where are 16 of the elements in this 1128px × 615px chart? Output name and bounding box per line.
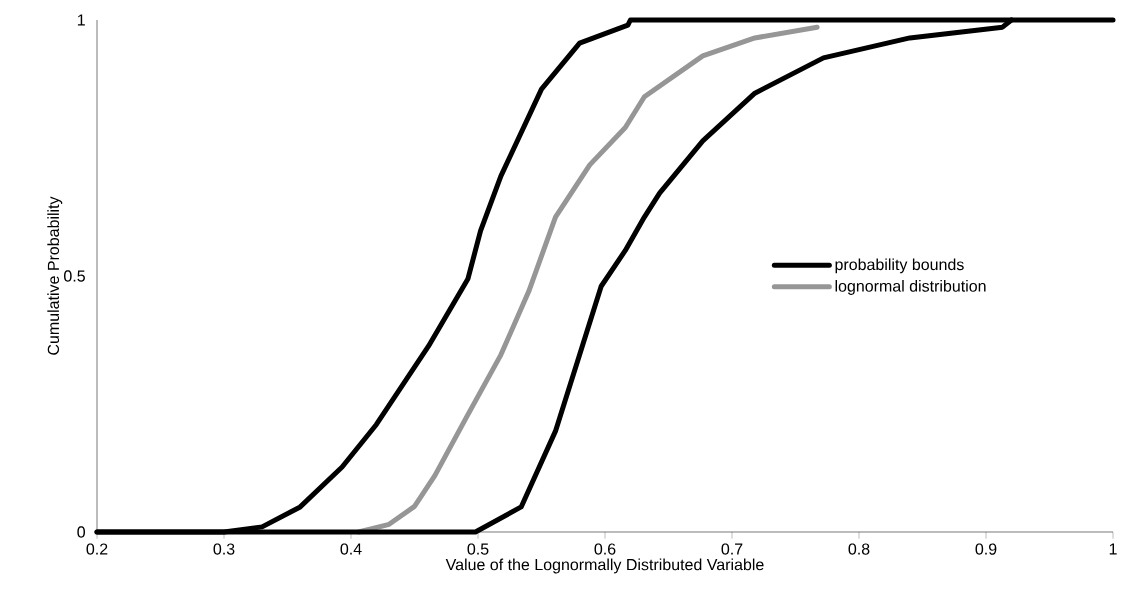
x-tick-label: 0.5: [467, 543, 489, 555]
x-tick-label: 0.3: [213, 543, 235, 555]
y-axis-title: Cumulative Probability: [47, 196, 63, 355]
y-tick-label: 1: [77, 14, 85, 26]
x-tick-label: 0.2: [86, 543, 108, 555]
x-tick-label: 1: [1109, 543, 1117, 555]
x-tick-label: 0.7: [721, 543, 743, 555]
y-tick-label: 0.5: [64, 270, 85, 282]
x-axis-title: Value of the Lognormally Distributed Variable: [445, 558, 764, 574]
legend-label: probability bounds: [835, 258, 964, 274]
legend-label: lognormal distribution: [835, 280, 986, 295]
x-tick-label: 0.8: [848, 543, 870, 555]
x-tick-label: 0.6: [594, 543, 616, 555]
x-tick-label: 0.9: [975, 543, 997, 555]
x-tick-label: 0.4: [340, 543, 362, 555]
y-tick-label: 0: [77, 526, 86, 538]
